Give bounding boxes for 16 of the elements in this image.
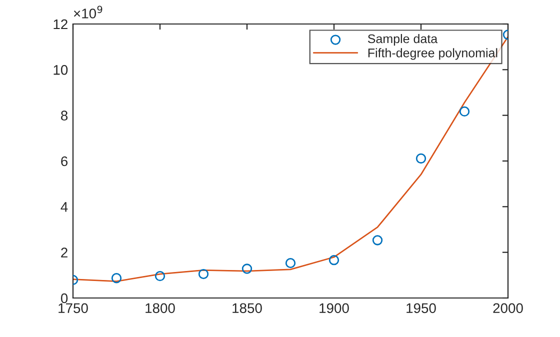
y-tick-label: 0 bbox=[60, 293, 68, 304]
y-tick-label: 6 bbox=[61, 156, 68, 166]
y-tick-label: 8 bbox=[61, 110, 68, 121]
text: ×10$^{9}$ bbox=[74, 6, 102, 18]
x-tick-label: 1950 bbox=[406, 303, 436, 314]
x-tick-label: 1800 bbox=[146, 303, 175, 314]
legend-label: Sample data bbox=[368, 34, 438, 46]
x-tick-label: 1850 bbox=[232, 303, 262, 314]
legend-label: Fifth-degree polynomial bbox=[368, 48, 498, 60]
y-tick-label: 12 bbox=[54, 19, 68, 30]
x-tick-label: 1900 bbox=[320, 303, 349, 314]
y-tick-label: 2 bbox=[61, 248, 68, 258]
x-tick-label: 2000 bbox=[493, 303, 523, 314]
y-tick-label: 4 bbox=[60, 202, 68, 212]
y-tick-label: 10 bbox=[54, 65, 68, 75]
x-tick-label: 1750 bbox=[58, 303, 88, 314]
